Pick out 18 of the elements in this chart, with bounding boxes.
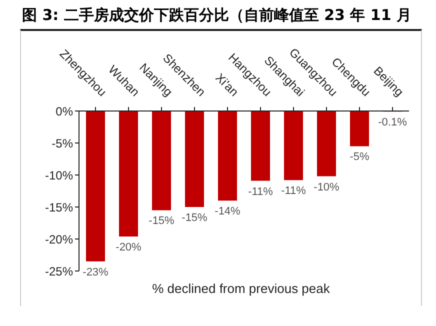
data-label: -23% xyxy=(82,266,109,278)
x-axis-title: % declined from previous peak xyxy=(151,281,331,296)
y-tick-label: -5% xyxy=(52,136,74,150)
y-tick-label: -10% xyxy=(44,168,74,182)
data-label: -10% xyxy=(314,181,340,194)
chart-title: 图 3: 二手房成交价下跌百分比（自前峰值至 23 年 11 月 xyxy=(21,5,413,26)
data-label: -14% xyxy=(214,206,241,218)
y-tick-label: 0% xyxy=(56,104,74,118)
data-label: -11% xyxy=(281,185,306,198)
data-label: -15% xyxy=(148,215,175,228)
data-label: -0.1% xyxy=(378,116,408,129)
data-label: -5% xyxy=(350,151,370,164)
y-tick-label: -25% xyxy=(44,264,74,278)
y-tick-label: -15% xyxy=(44,200,74,214)
data-label: -11% xyxy=(248,186,274,198)
data-label: -20% xyxy=(116,241,142,254)
data-label: -15% xyxy=(182,212,208,224)
y-tick-label: -20% xyxy=(44,232,74,246)
